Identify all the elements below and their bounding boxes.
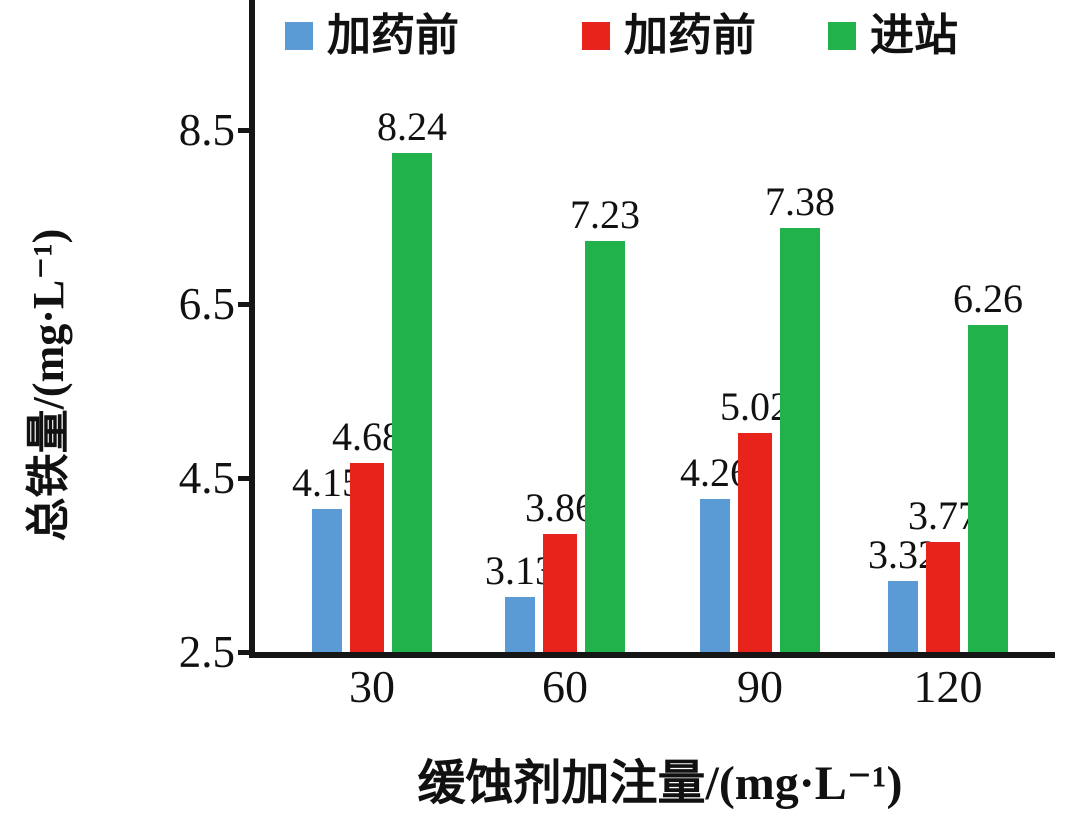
x-tick-label: 90 (737, 661, 783, 712)
bar-wrap: 7.23 (570, 194, 640, 652)
bar-value-label: 4.68 (332, 413, 402, 459)
bar (350, 462, 384, 652)
x-axis-title: 缓蚀剂加注量/(mg·L⁻¹) (417, 757, 903, 810)
x-tick-label: 30 (349, 661, 395, 712)
bar (585, 240, 625, 652)
bar (312, 508, 342, 652)
bar (700, 499, 730, 652)
bar (505, 597, 535, 652)
bar (780, 227, 820, 652)
bar-value-label: 3.77 (908, 492, 978, 538)
bar-wrap: 3.32 (868, 534, 938, 652)
y-tick-mark (238, 302, 251, 308)
bar-wrap: 3.13 (485, 551, 555, 652)
bar-group: 3.13 3.86 7.23 (485, 194, 640, 652)
bar-group: 3.32 3.77 6.26 (868, 279, 1023, 652)
bar-value-label: 5.02 (720, 383, 790, 429)
legend-item-series-3: 进站 (828, 14, 958, 58)
bar (968, 325, 1008, 652)
bar-wrap: 7.38 (765, 181, 835, 652)
legend-swatch-blue (285, 22, 313, 50)
y-tick-label: 6.5 (178, 279, 235, 330)
x-tick-label: 60 (542, 661, 588, 712)
bar-wrap: 4.68 (332, 416, 402, 652)
y-axis-title: 总铁量/(mg·L⁻¹) (24, 228, 73, 542)
bar (738, 432, 772, 652)
bar-wrap: 4.26 (680, 453, 750, 652)
y-tick-mark (238, 476, 251, 482)
y-tick-mark (238, 128, 251, 134)
bar-group: 4.26 5.02 7.38 (680, 181, 835, 652)
y-tick-mark (238, 650, 251, 655)
bar-value-label: 8.24 (377, 104, 447, 149)
y-axis-line (249, 0, 255, 658)
legend-item-series-1: 加药前 (285, 14, 459, 58)
bar-wrap: 5.02 (720, 386, 790, 652)
bar (543, 533, 577, 652)
legend-swatch-red (582, 22, 610, 50)
y-tick-label: 2.5 (178, 627, 235, 677)
bar (926, 541, 960, 652)
x-axis-line (249, 652, 1055, 658)
x-tick-label: 120 (913, 661, 983, 712)
bar (392, 153, 432, 652)
bar-value-label: 7.23 (570, 191, 640, 237)
y-tick-label: 4.5 (178, 453, 235, 504)
y-tick-label: 8.5 (178, 105, 235, 156)
legend-label: 加药前 (624, 11, 756, 60)
legend-label: 进站 (870, 11, 958, 60)
bar-value-label: 3.86 (525, 484, 595, 530)
bar-wrap: 4.15 (292, 462, 362, 652)
bar-wrap: 8.24 (377, 107, 447, 652)
bar-value-label: 6.26 (953, 276, 1023, 322)
bar-group: 4.15 4.68 8.24 (292, 107, 447, 652)
bar-value-label: 7.38 (765, 178, 835, 224)
bar-wrap: 3.86 (525, 487, 595, 652)
legend-label: 加药前 (327, 11, 459, 60)
legend-item-series-2: 加药前 (582, 14, 756, 58)
bar-wrap: 3.77 (908, 495, 978, 652)
legend-swatch-green (828, 22, 856, 50)
plot-area: 4.15 4.68 8.24 3.13 3.86 7.23 4.26 5.02 7.38 3.32… (255, 0, 1055, 652)
bar (888, 580, 918, 652)
bar-wrap: 6.26 (953, 279, 1023, 652)
